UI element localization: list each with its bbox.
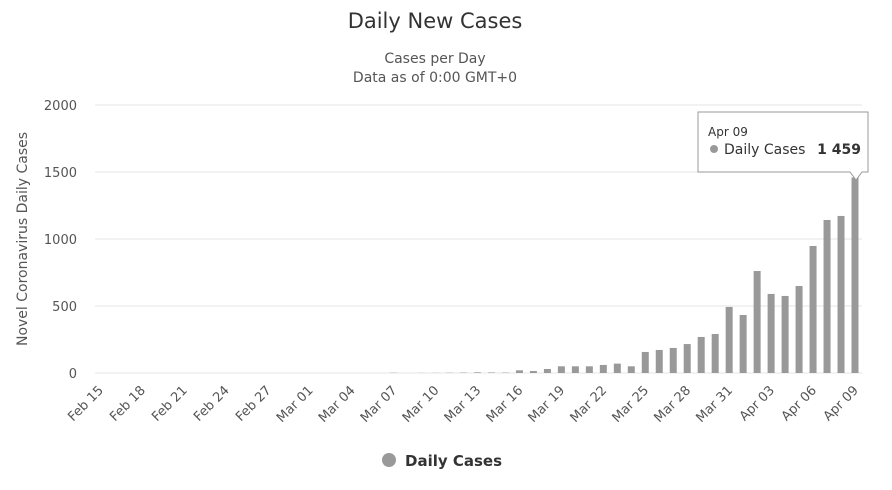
bar bbox=[474, 372, 481, 373]
bar bbox=[627, 366, 635, 373]
tooltip-box bbox=[697, 111, 869, 181]
bar bbox=[487, 372, 495, 373]
bar bbox=[613, 363, 621, 373]
legend-label[interactable]: Daily Cases bbox=[405, 452, 502, 470]
x-tick-label: Mar 01 bbox=[274, 383, 317, 426]
bar bbox=[739, 314, 747, 373]
bar bbox=[837, 215, 845, 373]
x-tick-label: Mar 28 bbox=[651, 383, 694, 426]
x-tick-label: Mar 13 bbox=[442, 383, 485, 426]
x-tick-label: Feb 21 bbox=[149, 383, 191, 425]
bar bbox=[599, 364, 607, 373]
tooltip-title: Apr 09 bbox=[708, 125, 748, 139]
bar bbox=[655, 349, 663, 373]
x-tick-label: Feb 15 bbox=[65, 383, 107, 425]
bar bbox=[697, 336, 705, 373]
bar bbox=[515, 370, 523, 373]
bar bbox=[557, 366, 565, 373]
chart-subtitle: Cases per Day bbox=[384, 51, 485, 67]
bar bbox=[585, 366, 593, 373]
x-tick-label: Mar 31 bbox=[693, 383, 736, 426]
y-tick-label: 1000 bbox=[44, 233, 77, 248]
bar bbox=[711, 334, 719, 373]
bar bbox=[851, 177, 859, 373]
tooltip-series: Daily Cases bbox=[724, 142, 805, 158]
bar bbox=[669, 347, 677, 373]
x-tick-label: Mar 25 bbox=[610, 383, 653, 426]
legend[interactable]: Daily Cases bbox=[382, 452, 502, 470]
x-tick-label: Mar 22 bbox=[568, 383, 611, 426]
bar bbox=[753, 271, 761, 373]
bar bbox=[725, 306, 733, 373]
y-tick-label: 0 bbox=[69, 367, 77, 382]
tooltip-symbol bbox=[710, 145, 718, 153]
bar bbox=[683, 344, 691, 373]
x-tick-label: Mar 07 bbox=[358, 383, 401, 426]
bar bbox=[529, 370, 537, 373]
x-tick-label: Mar 04 bbox=[316, 383, 359, 426]
y-axis-title: Novel Coronavirus Daily Cases bbox=[15, 132, 31, 346]
x-tick-label: Feb 27 bbox=[233, 383, 275, 425]
tooltip: Apr 09 Daily Cases 1 459 bbox=[697, 111, 869, 181]
bar bbox=[809, 245, 817, 373]
bar bbox=[641, 351, 649, 373]
bar bbox=[781, 295, 789, 373]
x-tick-label: Mar 16 bbox=[484, 383, 527, 426]
bar bbox=[571, 366, 579, 373]
x-tick-label: Feb 24 bbox=[191, 383, 233, 425]
y-tick-label: 1500 bbox=[44, 166, 77, 181]
y-tick-label: 500 bbox=[52, 300, 77, 315]
bar bbox=[823, 219, 831, 373]
chart-title: Daily New Cases bbox=[348, 9, 523, 33]
x-tick-label: Mar 19 bbox=[526, 383, 569, 426]
x-tick-label: Apr 06 bbox=[779, 383, 820, 424]
x-tick-label: Apr 09 bbox=[821, 383, 862, 424]
x-tick-label: Mar 10 bbox=[400, 383, 443, 426]
y-tick-label: 2000 bbox=[44, 99, 77, 114]
x-tick-label: Feb 18 bbox=[107, 383, 149, 425]
bar bbox=[795, 286, 803, 373]
tooltip-value: 1 459 bbox=[817, 142, 861, 158]
x-tick-label: Apr 03 bbox=[737, 383, 778, 424]
legend-symbol bbox=[382, 453, 396, 467]
bar bbox=[543, 368, 551, 373]
chart-subtitle: Data as of 0:00 GMT+0 bbox=[353, 70, 517, 86]
bar bbox=[767, 293, 775, 373]
